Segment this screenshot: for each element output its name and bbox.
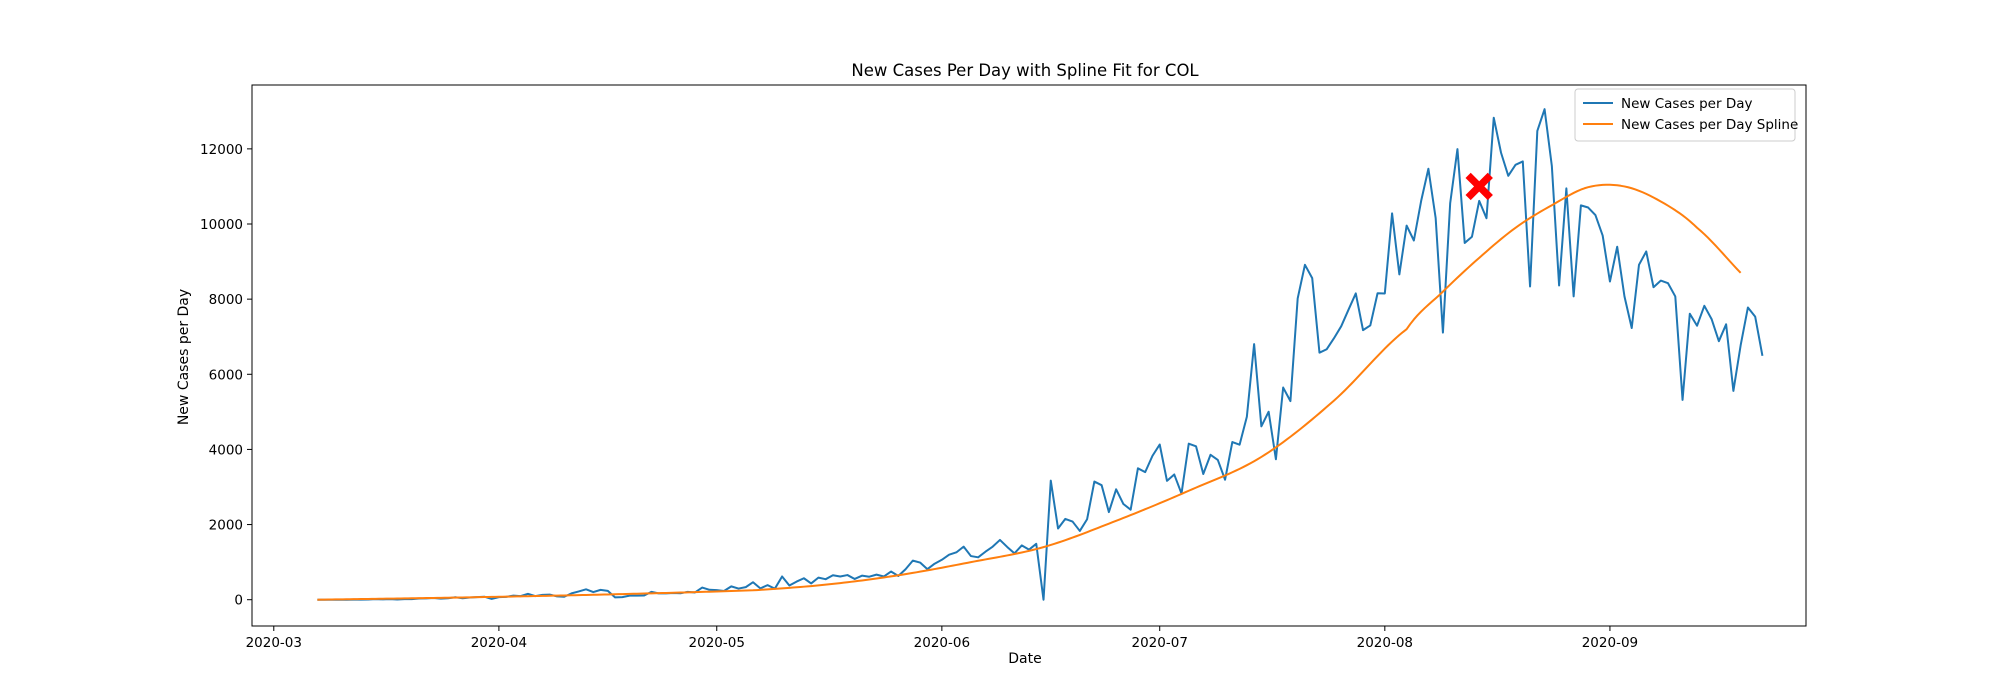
x-tick-label: 2020-09 <box>1582 635 1638 651</box>
legend: New Cases per Day New Cases per Day Spli… <box>1574 88 1798 142</box>
legend-label-series-1: New Cases per Day <box>1621 96 1752 112</box>
x-tick-label: 2020-03 <box>246 635 302 651</box>
plot-area <box>317 108 1764 601</box>
y-tick-label: 0 <box>234 593 243 609</box>
axes: 2020-03 2020-04 2020-05 2020-06 2020-07 2020-… <box>200 84 1807 651</box>
x-tick-label: 2020-06 <box>914 635 970 651</box>
series-line-spline <box>317 183 1742 601</box>
y-tick-label: 2000 <box>209 518 243 534</box>
peak-marker <box>1465 172 1493 201</box>
x-axis-label: Date <box>1008 651 1041 667</box>
chart-title: New Cases Per Day with Spline Fit for CO… <box>851 61 1199 80</box>
axes-frame <box>251 84 1807 627</box>
x-tick-label: 2020-07 <box>1132 635 1188 651</box>
y-axis-label: New Cases per Day <box>176 289 192 425</box>
legend-label-series-2: New Cases per Day Spline <box>1621 117 1798 133</box>
y-tick-label: 10000 <box>200 217 243 233</box>
x-tick-label: 2020-04 <box>471 635 527 651</box>
x-tick-label: 2020-05 <box>689 635 745 651</box>
y-tick-label: 4000 <box>209 442 243 458</box>
x-tick-label: 2020-08 <box>1357 635 1413 651</box>
y-tick-label: 8000 <box>209 292 243 308</box>
legend-box <box>1574 88 1796 142</box>
y-tick-label: 6000 <box>209 367 243 383</box>
y-tick-label: 12000 <box>200 142 243 158</box>
